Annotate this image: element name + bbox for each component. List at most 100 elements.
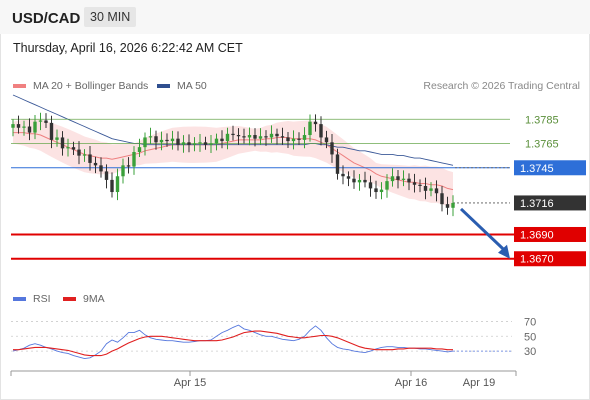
credit-text: Research © 2026 Trading Central [423, 80, 580, 92]
candle-body [104, 171, 109, 180]
candle-body [357, 179, 362, 183]
candle-body [49, 122, 54, 140]
timeframe-badge[interactable]: 30 MIN [84, 7, 137, 27]
legend-rsi-label: RSI [33, 293, 51, 305]
candle-body [214, 138, 219, 144]
candle-body [385, 181, 389, 190]
rsi-9ma-line [13, 330, 453, 357]
candle-body [231, 133, 235, 136]
candle-body [181, 142, 186, 145]
candle-body [11, 124, 15, 128]
candle-body [308, 121, 312, 136]
candle-body [313, 121, 318, 125]
candle-body [429, 188, 433, 191]
level-label-text: 1.3745 [520, 163, 554, 175]
candle-body [110, 179, 114, 193]
candle-body [346, 176, 351, 179]
projection-arrow-head [498, 244, 510, 259]
legend-ma20-label: MA 20 + Bollinger Bands [33, 80, 149, 92]
candle-body [165, 139, 169, 142]
candle-body [27, 126, 32, 133]
candle-body [407, 178, 411, 183]
level-label-box [514, 195, 586, 211]
candle-body [291, 138, 296, 142]
candle-body [401, 178, 406, 180]
candle-body [187, 142, 191, 145]
level-label-text: 1.3716 [520, 198, 554, 210]
currency-pair: USD/CAD [12, 10, 81, 27]
legend-9ma-label: 9MA [83, 293, 105, 305]
candle-body [38, 120, 43, 122]
candle-body [143, 137, 147, 148]
candle-body [192, 143, 197, 145]
candle-body [198, 142, 202, 144]
candle-body [176, 138, 180, 145]
x-tick-label: Apr 16 [395, 377, 427, 389]
candle-body [319, 124, 323, 138]
candle-body [88, 154, 92, 163]
candle-body [93, 162, 98, 166]
candle-body [236, 135, 241, 137]
bollinger-band [13, 119, 453, 208]
legend-ma50-label: MA 50 [177, 80, 207, 92]
candle-body [225, 133, 230, 142]
candle-body [121, 165, 125, 177]
candle-body [451, 202, 455, 208]
rsi-tick-label: 50 [524, 331, 536, 343]
candle-body [159, 139, 164, 143]
candle-body [324, 137, 329, 143]
ma50-swatch-icon [157, 84, 170, 88]
chart-header: USD/CAD 30 MIN [0, 0, 590, 34]
legend-ma20: MA 20 + Bollinger Bands [13, 80, 148, 92]
candle-body [363, 179, 367, 183]
chart-datetime: Thursday, April 16, 2026 6:22:42 AM CET [13, 41, 243, 55]
candle-body [115, 176, 120, 193]
candle-body [71, 147, 76, 150]
legend-rsi: RSI [13, 293, 51, 305]
x-tick-label: Apr 19 [463, 377, 495, 389]
candle-body [297, 138, 301, 140]
candle-body [280, 136, 285, 138]
candle-body [66, 147, 70, 149]
candle-body [434, 188, 439, 194]
candle-body [99, 165, 103, 172]
level-label-text: 1.3785 [525, 114, 559, 126]
level-label-text: 1.3690 [520, 229, 554, 241]
candle-body [286, 137, 290, 142]
candle-body [148, 136, 153, 138]
candle-body [368, 182, 373, 189]
candle-body [302, 135, 307, 140]
candle-body [22, 126, 26, 128]
candle-body [209, 143, 213, 145]
candle-body [77, 149, 81, 156]
candle-body [126, 165, 131, 167]
ma9-swatch-icon [63, 297, 76, 301]
legend-9ma: 9MA [63, 293, 105, 305]
candle-body [341, 173, 345, 177]
candle-body [390, 176, 395, 182]
candle-body [418, 184, 422, 186]
candle-body [330, 142, 334, 155]
level-label-text: 1.3670 [520, 254, 554, 266]
candle-body [335, 154, 340, 174]
candle-body [33, 121, 37, 133]
candle-body [132, 152, 136, 167]
candle-body [264, 136, 268, 138]
candle-body [55, 137, 59, 140]
x-tick-label: Apr 15 [174, 377, 206, 389]
candle-body [440, 193, 444, 205]
candle-body [170, 138, 175, 142]
candle-body [220, 138, 224, 142]
rsi-line [12, 324, 454, 360]
candle-body [137, 147, 142, 153]
candle-body [253, 135, 257, 139]
level-label-box [514, 160, 586, 176]
ma50-line [12, 94, 454, 166]
candle-body [247, 135, 252, 138]
rsi-swatch-icon [13, 297, 26, 301]
level-label-box [514, 226, 586, 242]
candle-body [412, 182, 417, 185]
candle-body [275, 133, 279, 137]
candle-body [60, 137, 65, 149]
